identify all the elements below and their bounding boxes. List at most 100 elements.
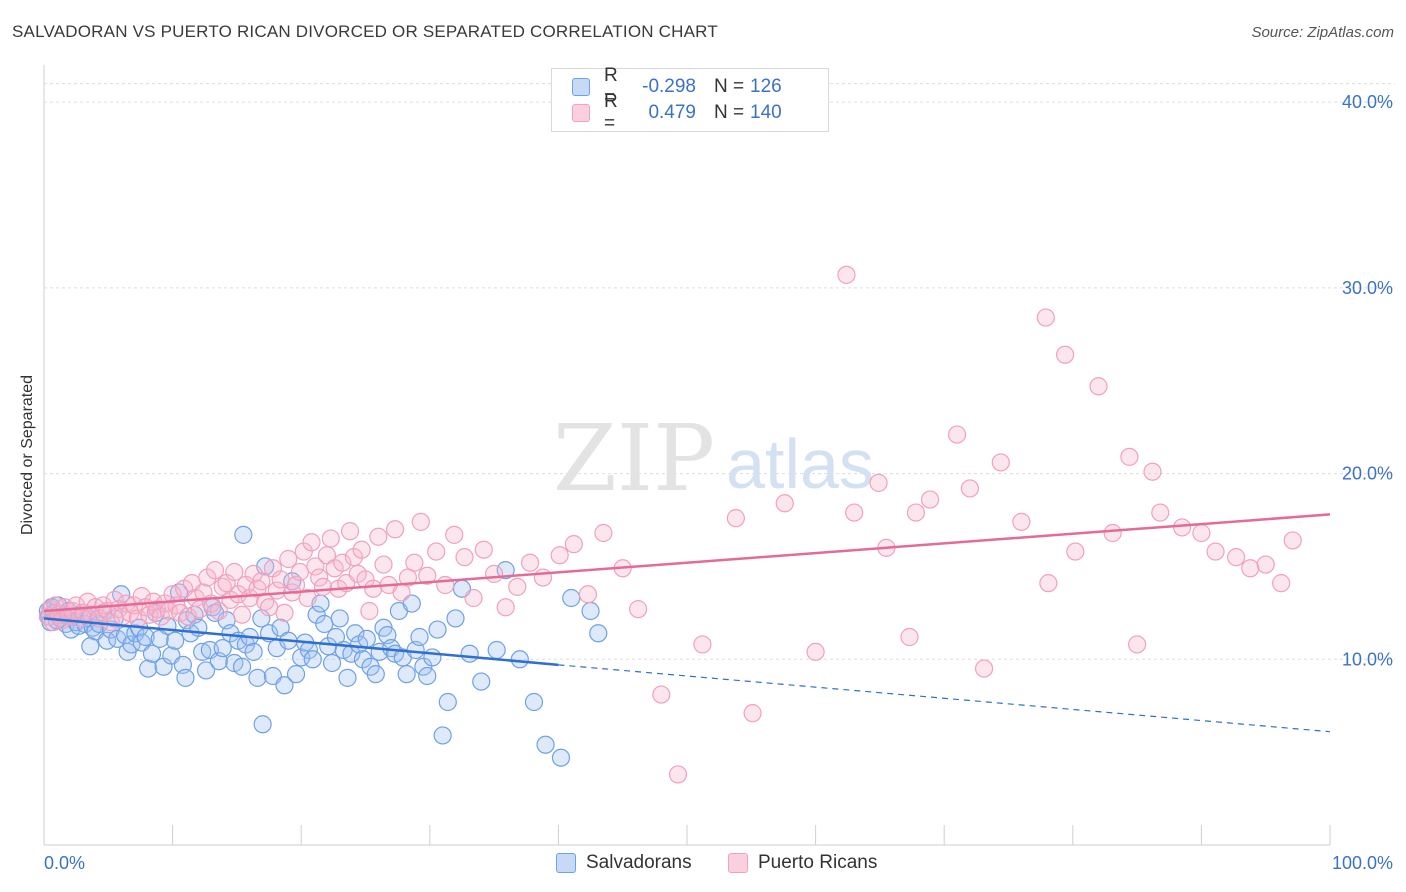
y-tick-label: 40.0%: [1342, 92, 1393, 112]
puerto-rican-point: [275, 603, 294, 622]
puerto-rican-point: [1256, 555, 1275, 574]
salvadoran-point: [472, 672, 491, 691]
puerto-rican-point: [360, 601, 379, 621]
puerto-rican-point: [163, 585, 182, 604]
axes: [43, 65, 1331, 846]
legend-item-puerto-ricans: Puerto Ricans: [728, 852, 877, 874]
salvadoran-point: [232, 657, 252, 676]
salvadoran-point: [589, 624, 608, 643]
legend-label-puerto-ricans: Puerto Ricans: [758, 852, 878, 873]
puerto-rican-point: [1039, 574, 1058, 593]
puerto-rican-point: [364, 579, 383, 598]
salvadoran-point: [176, 668, 195, 687]
puerto-rican-point: [105, 590, 124, 609]
legend-swatch-puerto-ricans: [728, 853, 748, 873]
puerto-rican-point: [445, 525, 464, 544]
legend-swatch-salvadorans: [556, 853, 576, 873]
salvadoran-point: [234, 525, 253, 544]
puerto-rican-point: [578, 585, 598, 604]
puerto-rican-point: [333, 553, 352, 572]
watermark: ZIP atlas: [553, 405, 874, 512]
puerto-rican-point: [313, 577, 333, 596]
puerto-rican-point: [205, 561, 225, 580]
legend-n-label: N =: [714, 76, 745, 97]
puerto-rican-point: [652, 685, 671, 704]
puerto-rican-point: [427, 542, 446, 561]
puerto-rican-point: [411, 512, 430, 531]
legend-r-value: 0.479: [648, 102, 696, 123]
puerto-rican-point: [920, 490, 940, 509]
salvadoran-point: [562, 588, 581, 608]
puerto-rican-point: [837, 265, 856, 284]
puerto-rican-point: [668, 765, 688, 784]
puerto-rican-point: [198, 568, 217, 587]
series-legend: Salvadorans Puerto Ricans: [0, 852, 1406, 876]
puerto-rican-point: [279, 549, 298, 569]
salvadoran-point: [402, 594, 421, 613]
puerto-rican-point: [240, 588, 259, 608]
y-axis-label: Divorced or Separated: [19, 374, 36, 536]
puerto-rican-point: [726, 509, 745, 528]
puerto-rican-point: [474, 540, 493, 559]
puerto-rican-point: [743, 704, 762, 723]
puerto-rican-point: [1173, 518, 1192, 537]
puerto-rican-point: [1012, 512, 1031, 531]
salvadoran-point: [286, 665, 306, 684]
salvadoran-point: [536, 735, 555, 754]
salvadoran-point: [353, 650, 373, 669]
puerto-rican-point: [321, 529, 340, 548]
puerto-rican-point: [974, 659, 994, 678]
puerto-rican-point: [340, 522, 360, 541]
watermark-zip: ZIP: [553, 405, 715, 512]
legend-swatch-puerto-ricans: [572, 104, 590, 122]
puerto-rican-point: [1103, 523, 1122, 543]
puerto-rican-point: [960, 479, 980, 498]
legend-r-label: R =: [604, 91, 618, 134]
puerto-rican-point: [229, 585, 248, 604]
puerto-rican-point: [947, 425, 967, 444]
salvadoran-point: [307, 605, 326, 624]
salvadoran-point: [460, 644, 479, 663]
puerto-rican-point: [533, 568, 553, 587]
puerto-rican-point: [298, 588, 317, 608]
puerto-rican-point: [310, 568, 329, 587]
puerto-rican-point: [225, 562, 244, 582]
puerto-rican-point: [845, 503, 864, 522]
salvadoran-point: [551, 748, 571, 767]
salvadoran-point: [139, 659, 158, 678]
puerto-rican-point: [1272, 574, 1291, 593]
salvadoran-point: [446, 609, 465, 628]
salvadoran-point: [510, 650, 529, 669]
puerto-rican-point: [455, 548, 474, 567]
puerto-rican-point: [1206, 542, 1225, 561]
puerto-rican-point: [508, 577, 527, 596]
puerto-rican-point: [550, 546, 569, 565]
puerto-rican-point: [1120, 447, 1139, 466]
legend-row-salvadorans: R = -0.298 N = 126: [572, 65, 782, 108]
legend-r-label: R =: [604, 65, 618, 108]
x-tick-label-min: 0.0%: [44, 853, 85, 873]
puerto-rican-point: [464, 588, 483, 608]
salvadoran-point: [322, 653, 342, 673]
puerto-rican-point: [806, 642, 825, 661]
puerto-rican-point: [1089, 377, 1108, 396]
trend-lines: [43, 513, 1331, 733]
puerto-rican-point: [232, 605, 252, 624]
puerto-rican-point: [1143, 462, 1162, 481]
puerto-rican-point: [436, 575, 455, 595]
puerto-rican-point: [352, 540, 371, 559]
puerto-rican-point: [1241, 559, 1260, 578]
correlation-legend: R = -0.298 N = 126 R = 0.479 N = 140: [551, 65, 829, 134]
y-tick-label: 30.0%: [1342, 278, 1393, 298]
puerto-rican-trend-line: [43, 513, 1331, 613]
salvadoran-point: [213, 639, 232, 658]
puerto-rican-point: [1151, 503, 1170, 522]
source-label: Source: ZipAtlas.com: [1251, 24, 1394, 41]
salvadoran-point: [253, 715, 272, 734]
salvadoran-point: [410, 627, 429, 647]
puerto-rican-point: [775, 494, 794, 513]
puerto-rican-point: [693, 635, 712, 654]
puerto-rican-point: [1283, 531, 1302, 550]
salvadoran-point: [166, 631, 185, 650]
